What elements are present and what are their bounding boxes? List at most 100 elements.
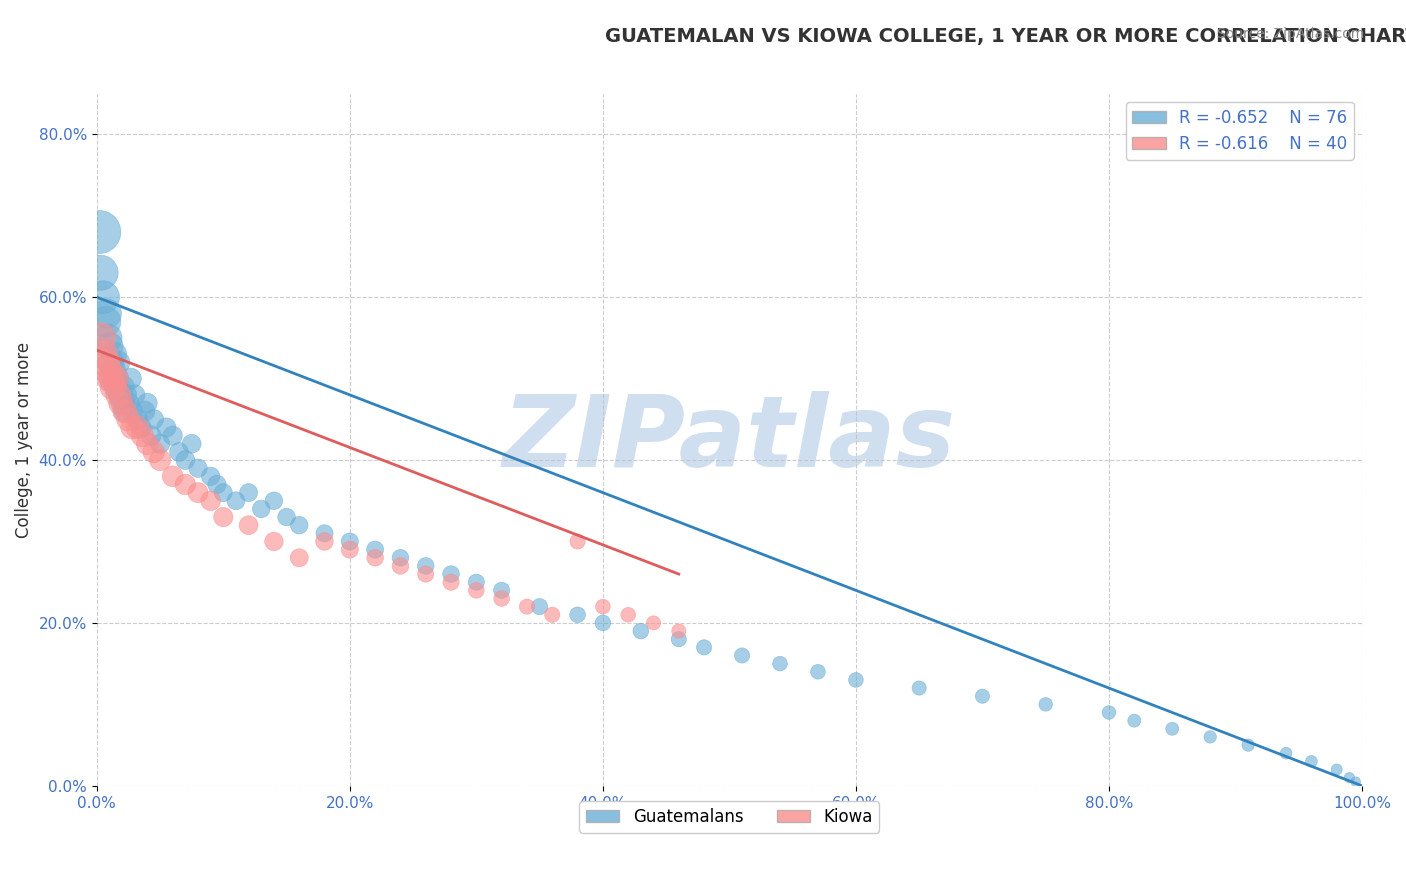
Point [91,290,114,304]
Point [592,599,614,614]
Point [149,453,172,467]
Point [288,518,311,533]
Point [103,363,125,377]
Point [339,542,361,557]
Point [314,534,336,549]
Point [94,315,117,329]
Point [90,331,112,345]
Point [541,607,564,622]
Point [142,412,165,426]
Point [142,445,165,459]
Point [124,388,146,402]
Point [174,477,197,491]
Point [1098,706,1121,720]
Point [440,567,463,582]
Point [121,404,143,418]
Point [364,542,387,557]
Point [364,550,387,565]
Point [1339,771,1361,785]
Point [1275,746,1298,760]
Point [98,339,121,353]
Point [120,371,142,385]
Point [1035,698,1057,712]
Point [389,558,412,573]
Point [212,510,235,524]
Text: GUATEMALAN VS KIOWA COLLEGE, 1 YEAR OR MORE CORRELATION CHART: GUATEMALAN VS KIOWA COLLEGE, 1 YEAR OR M… [605,27,1406,45]
Point [134,404,156,418]
Point [112,380,135,394]
Point [100,355,122,369]
Point [465,583,488,598]
Point [96,306,118,320]
Point [314,526,336,541]
Point [415,558,437,573]
Point [1301,755,1323,769]
Point [108,388,131,402]
Point [100,371,122,385]
Point [630,624,652,638]
Point [90,266,112,280]
Point [114,404,136,418]
Point [141,428,163,442]
Point [155,420,177,434]
Point [115,388,138,402]
Point [807,665,830,679]
Point [131,428,153,442]
Point [1123,714,1146,728]
Point [136,396,159,410]
Point [1326,763,1348,777]
Point [136,436,159,450]
Point [415,567,437,582]
Point [769,657,792,671]
Point [107,355,129,369]
Point [127,420,149,434]
Point [129,420,152,434]
Point [149,436,172,450]
Point [617,607,640,622]
Point [121,420,143,434]
Point [101,371,124,385]
Point [288,550,311,565]
Point [205,477,228,491]
Point [111,396,134,410]
Point [339,534,361,549]
Point [180,436,202,450]
Point [276,510,298,524]
Point [225,493,247,508]
Point [162,428,184,442]
Point [731,648,754,663]
Point [668,624,690,638]
Point [104,371,127,385]
Point [972,690,994,704]
Point [238,518,260,533]
Text: ZIPatlas: ZIPatlas [503,392,956,488]
Point [668,632,690,647]
Point [1161,722,1184,736]
Point [104,380,127,394]
Point [174,453,197,467]
Point [103,380,125,394]
Point [389,550,412,565]
Point [117,396,139,410]
Point [465,575,488,590]
Point [1199,730,1222,744]
Point [908,681,931,695]
Point [693,640,716,655]
Point [89,225,111,239]
Point [94,355,117,369]
Point [200,469,222,483]
Point [110,396,132,410]
Point [263,534,285,549]
Point [97,363,120,377]
Legend: Guatemalans, Kiowa: Guatemalans, Kiowa [579,802,879,833]
Point [105,371,128,385]
Point [567,534,589,549]
Point [491,591,513,606]
Point [1344,774,1367,789]
Point [97,331,120,345]
Point [845,673,868,687]
Point [91,347,114,361]
Point [491,583,513,598]
Point [238,485,260,500]
Point [200,493,222,508]
